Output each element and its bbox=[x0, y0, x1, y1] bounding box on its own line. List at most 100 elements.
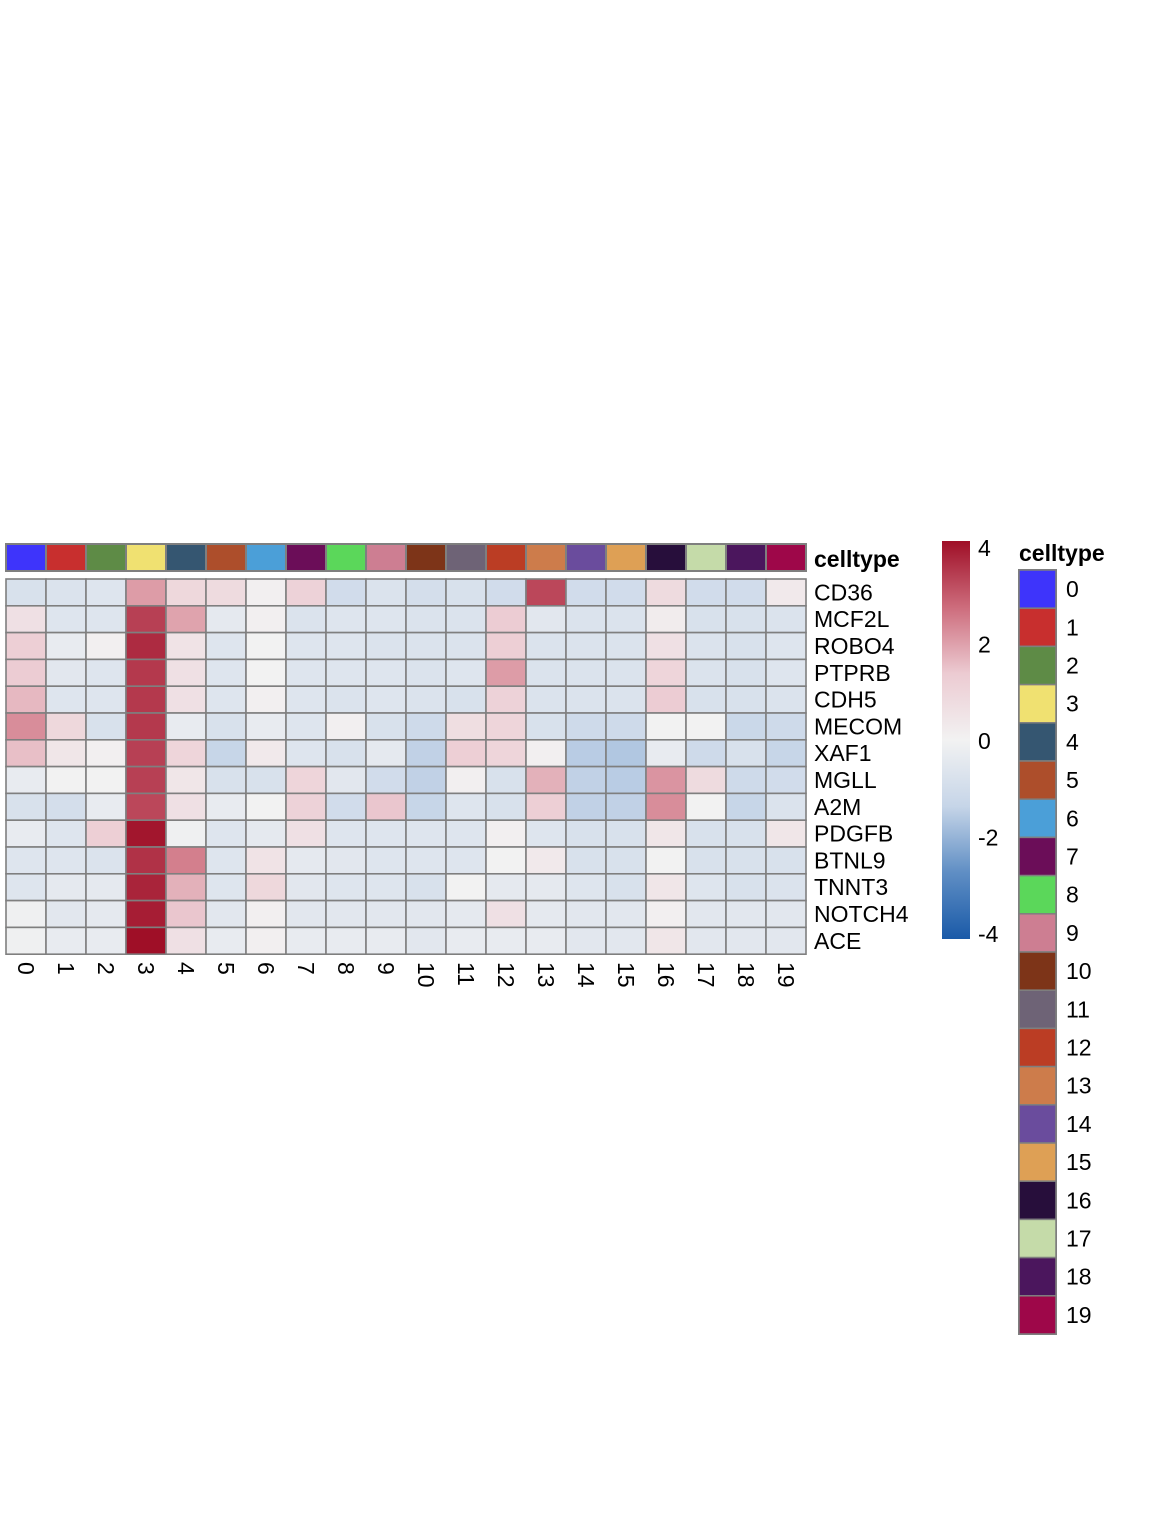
heatmap-cell bbox=[445, 792, 487, 822]
heatmap-cell bbox=[445, 765, 487, 795]
heatmap-cell bbox=[605, 819, 647, 848]
heatmap-cell bbox=[645, 578, 687, 607]
heatmap-cell bbox=[645, 685, 687, 714]
heatmap-cell bbox=[85, 738, 127, 768]
heatmap-cell bbox=[525, 872, 567, 902]
heatmap-cell bbox=[85, 846, 127, 875]
legend-label: 9 bbox=[1066, 920, 1079, 946]
heatmap-cell bbox=[165, 819, 207, 848]
heatmap-cell bbox=[5, 658, 47, 688]
heatmap-cell bbox=[285, 846, 327, 875]
legend-swatch bbox=[1018, 760, 1057, 800]
heatmap-cell bbox=[205, 685, 247, 714]
legend-swatch bbox=[1018, 1218, 1057, 1259]
heatmap-cell bbox=[325, 792, 367, 822]
heatmap-cell bbox=[485, 738, 527, 768]
heatmap-cell bbox=[525, 685, 567, 714]
row-label: BTNL9 bbox=[814, 847, 886, 873]
heatmap-cell bbox=[685, 792, 727, 822]
heatmap-cell bbox=[45, 658, 87, 688]
legend-label: 12 bbox=[1066, 1035, 1092, 1061]
column-label: 19 bbox=[773, 962, 799, 988]
heatmap-cell bbox=[405, 846, 447, 875]
heatmap-cell bbox=[605, 738, 647, 768]
column-label: 16 bbox=[653, 962, 679, 988]
heatmap-cell bbox=[165, 631, 207, 661]
heatmap-cell bbox=[165, 872, 207, 902]
heatmap-cell bbox=[725, 712, 767, 741]
heatmap-cell bbox=[45, 765, 87, 795]
legend-swatch bbox=[1018, 607, 1057, 648]
heatmap-cell bbox=[565, 872, 607, 902]
column-label: 12 bbox=[493, 962, 519, 988]
annotation-cell-15 bbox=[605, 543, 647, 572]
legend-label: 2 bbox=[1066, 653, 1079, 679]
legend-label: 16 bbox=[1066, 1187, 1092, 1213]
heatmap-cell bbox=[205, 658, 247, 688]
heatmap-cell bbox=[725, 658, 767, 688]
heatmap-cell bbox=[205, 578, 247, 607]
heatmap-cell bbox=[45, 712, 87, 741]
heatmap-cell bbox=[765, 578, 807, 607]
heatmap-cell bbox=[645, 631, 687, 661]
row-label: PTPRB bbox=[814, 660, 891, 686]
heatmap-cell bbox=[765, 765, 807, 795]
legend-swatch bbox=[1018, 1295, 1057, 1335]
heatmap-cell bbox=[45, 578, 87, 607]
heatmap-cell bbox=[245, 819, 287, 848]
heatmap-cell bbox=[365, 846, 407, 875]
heatmap-cell bbox=[685, 604, 727, 634]
heatmap-cell bbox=[565, 926, 607, 956]
column-label: 2 bbox=[93, 962, 119, 975]
row-label: MCF2L bbox=[814, 606, 890, 632]
heatmap-cell bbox=[645, 792, 687, 822]
heatmap-cell bbox=[365, 712, 407, 741]
row-labels: CD36MCF2LROBO4PTPRBCDH5MECOMXAF1MGLLA2MP… bbox=[814, 579, 909, 953]
heatmap-cell bbox=[165, 578, 207, 607]
heatmap-cell bbox=[525, 738, 567, 768]
heatmap-cell bbox=[125, 846, 167, 875]
legend-label: 5 bbox=[1066, 767, 1079, 793]
heatmap-cell bbox=[405, 604, 447, 634]
heatmap-cell bbox=[765, 846, 807, 875]
legend-swatch bbox=[1018, 951, 1057, 991]
heatmap-cell bbox=[125, 819, 167, 848]
column-label: 9 bbox=[373, 962, 399, 975]
heatmap-cell bbox=[485, 846, 527, 875]
heatmap-cell bbox=[525, 765, 567, 795]
heatmap-cell bbox=[645, 738, 687, 768]
heatmap-cell bbox=[565, 792, 607, 822]
column-labels: 0 1 2 3 4 5 6 7 8 9 10 11 12 13 14 15 16 17 18 19 bbox=[13, 962, 799, 988]
heatmap-cell bbox=[685, 712, 727, 741]
heatmap-cell bbox=[685, 819, 727, 848]
heatmap-cell bbox=[525, 658, 567, 688]
colorbar-ticks: 4 2 0 -2 -4 bbox=[978, 535, 999, 947]
heatmap-cell bbox=[125, 658, 167, 688]
heatmap-cell bbox=[85, 792, 127, 822]
heatmap-cell bbox=[85, 899, 127, 929]
heatmap-cell bbox=[5, 899, 47, 929]
heatmap-cell bbox=[125, 926, 167, 956]
heatmap-cell bbox=[325, 712, 367, 741]
heatmap-cell bbox=[205, 819, 247, 848]
heatmap-cell bbox=[5, 685, 47, 714]
legend-swatch bbox=[1018, 683, 1057, 724]
heatmap-cell bbox=[205, 846, 247, 875]
column-label: 7 bbox=[293, 962, 319, 975]
legend-label: 13 bbox=[1066, 1073, 1092, 1099]
heatmap-cell bbox=[685, 926, 727, 956]
legend-swatch bbox=[1018, 1256, 1057, 1297]
heatmap-cell bbox=[245, 712, 287, 741]
heatmap-cell bbox=[525, 819, 567, 848]
heatmap-cell bbox=[285, 765, 327, 795]
heatmap-cell bbox=[445, 658, 487, 688]
heatmap-cell bbox=[525, 926, 567, 956]
heatmap-cell bbox=[405, 631, 447, 661]
heatmap-cell bbox=[165, 604, 207, 634]
heatmap-cell bbox=[485, 712, 527, 741]
heatmap-cell bbox=[765, 792, 807, 822]
heatmap-cell bbox=[485, 899, 527, 929]
heatmap-cell bbox=[45, 738, 87, 768]
